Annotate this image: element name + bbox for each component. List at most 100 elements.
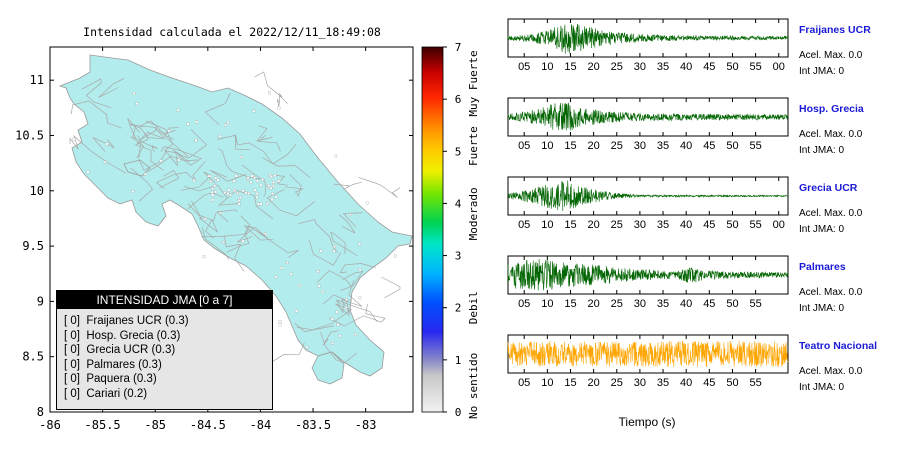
waveform-tick-label: 45 — [703, 61, 715, 73]
road-line — [223, 235, 245, 272]
colorbar-tick-label: 0 — [455, 406, 462, 419]
road-line — [138, 150, 178, 171]
waveform-trace — [507, 102, 789, 131]
waveform-tick-label: 10 — [541, 298, 553, 310]
road-line — [98, 78, 125, 98]
station-dot — [211, 187, 215, 190]
road-line — [187, 192, 224, 210]
jma-intensity-label: Int JMA: 0 — [799, 145, 844, 156]
station-dot — [393, 254, 397, 258]
station-dot — [266, 202, 269, 206]
station-dot — [358, 268, 362, 271]
station-dot — [236, 191, 239, 195]
station-dot — [202, 255, 206, 259]
waveform-tick-label: 50 — [726, 61, 738, 73]
road-line — [328, 303, 386, 327]
map-x-axis: -86 -85.5 -85 -84.5 -84 -83.5 -83 — [39, 47, 376, 432]
road-line — [263, 342, 305, 368]
station-dot — [186, 122, 190, 126]
jma-intensity-label: Int JMA: 0 — [799, 224, 844, 235]
legend-item: [ 0] Paquera (0.3) — [64, 373, 157, 386]
waveform-tick-label: 25 — [611, 298, 623, 310]
colorbar-tick-label: 2 — [455, 302, 462, 315]
station-dot — [255, 195, 259, 199]
station-dot — [332, 249, 336, 253]
colorbar-gradient — [421, 46, 444, 413]
road-line — [256, 125, 273, 142]
station-dot — [244, 191, 248, 195]
station-dot — [365, 201, 369, 205]
road-line — [145, 120, 179, 154]
station-dot — [226, 192, 230, 195]
map-x-tick-label: -83.5 — [295, 418, 331, 432]
station-dot — [232, 179, 236, 183]
colorbar-category-label: Debil — [467, 291, 480, 324]
road-line — [243, 225, 274, 241]
road-line — [322, 294, 352, 315]
road-line — [262, 157, 311, 179]
station-dot — [237, 202, 241, 206]
accel-max-label: Acel. Max. 0.0 — [799, 287, 863, 298]
road-line — [217, 134, 251, 151]
station-dot — [280, 266, 283, 270]
road-line — [339, 214, 356, 234]
waveform-tick-label: 25 — [611, 61, 623, 73]
waveform-tick-label: 25 — [611, 140, 623, 152]
station-dot — [234, 174, 238, 178]
colorbar-category-label: No sentido — [467, 353, 480, 419]
road-line — [69, 135, 127, 174]
map-y-tick-label: 10.5 — [15, 128, 44, 142]
waveform-tick-label: 15 — [564, 140, 576, 152]
colorbar-tick-label: 1 — [455, 354, 462, 367]
road-line — [330, 231, 358, 257]
road-line — [266, 189, 316, 217]
station-dot — [240, 155, 243, 159]
station-dot — [273, 174, 277, 177]
waveform-tick-label: 15 — [564, 219, 576, 231]
station-dot — [270, 175, 273, 178]
station-dot — [277, 179, 280, 183]
waveform-tick-label: 45 — [703, 298, 715, 310]
station-dot — [252, 109, 256, 113]
station-dot — [305, 345, 309, 349]
colorbar-tick-label: 4 — [455, 197, 462, 210]
waveform-tick-label: 30 — [634, 298, 646, 310]
waveform-tick-label: 15 — [564, 61, 576, 73]
waveform-tick-label: 35 — [657, 298, 669, 310]
station-dot — [354, 333, 357, 336]
road-line — [201, 226, 230, 260]
map-y-tick-label: 8 — [37, 405, 44, 419]
waveform-trace — [507, 23, 789, 54]
waveform-tick-label: 25 — [611, 377, 623, 389]
waveform-tick-label: 35 — [657, 377, 669, 389]
station-dot — [334, 154, 338, 158]
waveform-panel: 05 10 15 20 25 30 35 40 45 50 55 Palmares Acel. Max.… — [507, 255, 863, 314]
station-dot — [207, 174, 211, 178]
road-line — [137, 125, 166, 140]
legend-item: [ 0] Cariari (0.2) — [64, 387, 148, 400]
road-line — [297, 303, 353, 331]
waveform-panel: 05 10 15 20 25 30 35 40 45 50 55 00 Fraijanes UCR Ace… — [507, 18, 871, 77]
road-line — [343, 280, 363, 307]
legend-item: [ 0] Grecia UCR (0.3) — [64, 344, 176, 357]
map-title: Intensidad calculada el 2022/12/11_18:49… — [83, 25, 381, 39]
legend-list: [ 0] Fraijanes UCR (0.3) [ 0] Hosp. Greci… — [57, 309, 272, 402]
waveform-tick-label: 40 — [680, 219, 692, 231]
station-dot — [241, 189, 245, 193]
road-line — [130, 167, 153, 202]
station-dot — [241, 239, 245, 243]
waveform-tick-label: 55 — [749, 377, 761, 389]
station-dot — [105, 142, 109, 146]
station-dot — [344, 306, 348, 309]
map-y-tick-label: 9 — [37, 294, 44, 308]
road-line — [298, 219, 339, 253]
jma-intensity-label: Int JMA: 0 — [799, 66, 844, 77]
station-dot — [336, 323, 340, 327]
accel-max-label: Acel. Max. 0.0 — [799, 208, 863, 219]
road-line — [216, 209, 238, 223]
road-line — [257, 134, 281, 152]
waveform-tick-label: 20 — [587, 219, 599, 231]
road-line — [276, 94, 288, 107]
map-x-tick-label: -84.5 — [190, 418, 226, 432]
station-dot — [274, 275, 278, 279]
